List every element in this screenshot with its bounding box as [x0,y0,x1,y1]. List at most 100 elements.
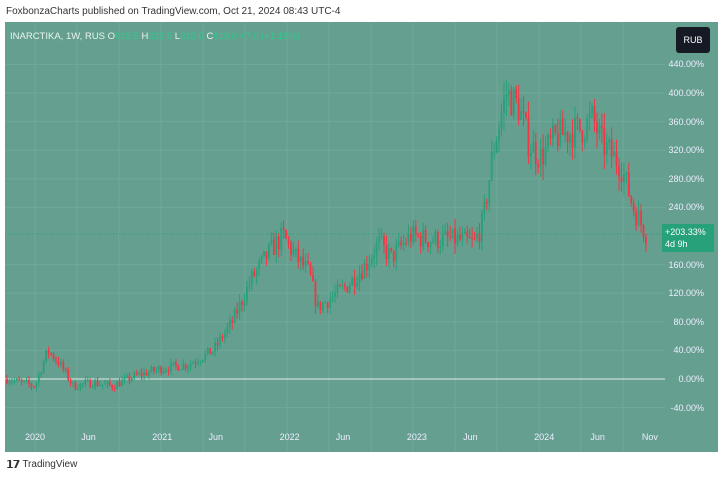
candle-body [549,135,552,138]
candle-body [534,141,537,164]
candle-body [143,372,145,376]
candle-body [128,375,131,381]
candle-body [485,201,488,204]
candle-body [47,350,50,354]
y-tick-label: 440.00% [668,59,704,70]
candle-body [316,301,319,306]
low-label: L [174,31,181,42]
candle-body [226,327,229,334]
x-tick-label: 2020 [24,432,46,442]
candle-body [64,369,67,371]
candle-body [454,228,456,244]
candle-body [133,373,136,379]
candle-body [336,285,339,293]
candle-body [630,195,633,203]
x-tick-label: 2024 [534,432,555,442]
candle-body [187,367,190,369]
candle-body [246,286,248,302]
candle-body [192,362,194,364]
candle-body [285,230,287,239]
candle-body [272,239,275,255]
candle-body [145,372,148,376]
candle-body [385,244,388,260]
candle-body [59,361,62,366]
candle-body [184,364,187,369]
candle-body [292,250,295,255]
candle-body [182,364,185,370]
candle-body [150,367,153,373]
high-label: H [141,31,149,42]
candle-body [365,263,368,270]
candle-body [473,238,476,240]
candle-body [368,264,371,270]
candle-body [598,125,601,134]
candle-body [175,362,177,366]
candle-body [348,285,351,293]
candle-body [45,350,48,362]
y-tick-label: 280.00% [668,173,704,184]
candle-body [113,388,116,390]
candle-body [157,366,160,370]
candle-body [520,111,522,121]
candle-body [618,166,620,177]
candle-body [471,238,474,240]
candlestick-plot [5,22,665,452]
candle-body [532,141,535,153]
chart-pane[interactable]: INARCTIKA, 1W, RUS O615.5 H623.5 L615.0 … [5,22,718,452]
candle-body [104,383,106,385]
candle-body [135,373,138,375]
candle-body [160,366,163,374]
candle-body [228,320,231,328]
candle-body [588,113,591,119]
candle-body [6,379,8,384]
candle-body [591,105,593,114]
tv-logo-icon: 𝟭𝟳 [6,459,20,471]
candle-body [552,125,554,138]
candle-body [94,380,97,388]
candle-body [260,256,263,261]
candle-body [89,379,92,388]
candle-body [321,302,324,311]
candle-body [576,117,579,119]
candle-body [263,251,265,257]
candle-body [400,241,403,246]
candle-body [414,226,417,235]
candle-body [8,382,11,384]
candle-body [50,353,52,355]
candle-body [397,241,400,246]
candle-body [118,381,121,387]
candle-body [434,231,437,242]
close-label: C [206,31,214,42]
candle-body [152,367,155,372]
tradingview-logo[interactable]: 𝟭𝟳 TradingView [6,458,77,471]
candle-body [466,231,469,237]
candle-body [140,372,143,376]
high-value: 623.5 [148,31,173,42]
candle-body [522,111,525,114]
candle-body [605,142,608,155]
candle-body [608,139,611,143]
candle-body [392,250,395,262]
candle-body [493,152,496,154]
candle-body [503,97,505,114]
change-value: +7.0 (+1.15%) [239,31,300,42]
candle-body [130,378,133,381]
candle-body [439,246,442,249]
candle-body [214,342,216,352]
candle-body [378,236,381,243]
candle-body [255,269,258,276]
candle-body [334,292,336,297]
candle-body [290,242,292,255]
open-value: 615.5 [115,31,139,42]
candle-body [632,202,635,212]
x-tick-label: 2023 [406,432,427,442]
candle-body [55,359,57,362]
candle-body [206,347,209,354]
candle-body [581,130,584,143]
currency-button[interactable]: RUB [676,27,710,53]
candle-body [512,89,515,116]
candle-body [615,151,618,167]
candle-body [461,233,464,240]
candle-body [529,152,532,157]
candle-body [456,234,459,244]
